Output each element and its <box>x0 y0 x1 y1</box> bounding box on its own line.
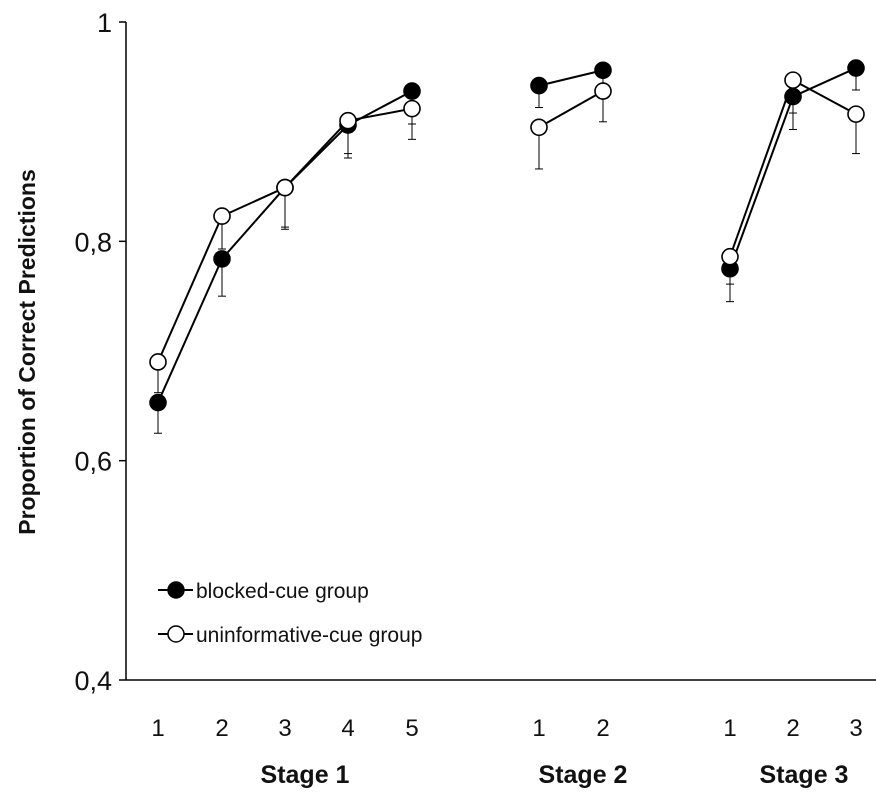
x-tick-label: 3 <box>278 715 291 742</box>
stage-label: Stage 2 <box>539 761 628 789</box>
x-tick-label: 5 <box>405 715 418 742</box>
x-tick-label: 2 <box>786 715 799 742</box>
legend-label-blocked: blocked-cue group <box>196 580 369 603</box>
x-tick-label: 3 <box>849 715 862 742</box>
series-segment-uninformative <box>157 215 223 363</box>
series-segment-blocked <box>729 96 794 270</box>
series-lines <box>157 67 857 403</box>
data-point-uninformative <box>276 178 294 197</box>
series-segment-uninformative <box>284 120 349 189</box>
stage-label: Stage 3 <box>760 761 849 789</box>
x-tick-label: 2 <box>596 715 609 742</box>
data-point-uninformative <box>213 207 231 225</box>
data-point-uninformative <box>530 118 548 137</box>
data-point-blocked <box>403 82 421 100</box>
y-tick-label: 0,6 <box>74 447 112 477</box>
data-point-blocked <box>784 87 802 106</box>
data-point-blocked <box>847 59 865 77</box>
legend-label-uninformative: uninformative-cue group <box>196 624 422 647</box>
x-tick-label: 1 <box>723 715 736 742</box>
series-segment-blocked <box>221 186 286 260</box>
y-tick-label: 0,4 <box>74 666 112 696</box>
y-tick-label: 1 <box>97 8 112 38</box>
data-point-uninformative <box>149 353 167 371</box>
data-point-blocked <box>594 61 612 80</box>
data-point-blocked <box>530 76 548 95</box>
x-tick-label: 2 <box>215 715 228 742</box>
data-point-uninformative <box>594 82 612 100</box>
data-point-uninformative <box>721 247 739 266</box>
data-point-uninformative <box>403 99 421 118</box>
y-axis-ticks: 0,4 0,6 0,8 1 <box>74 8 126 696</box>
series-segment-blocked <box>347 90 413 126</box>
x-tick-label: 4 <box>341 715 354 742</box>
series-segment-uninformative <box>729 79 794 258</box>
x-tick-label: 1 <box>151 715 164 742</box>
legend: blocked-cue group uninformative-cue grou… <box>158 580 422 647</box>
series-segment-uninformative <box>538 90 604 129</box>
x-tick-label: 1 <box>532 715 545 742</box>
axes <box>125 22 876 681</box>
y-tick-label: 0,8 <box>74 227 112 257</box>
series-segment-blocked <box>792 67 857 98</box>
series-segment-uninformative <box>347 107 413 122</box>
legend-marker-uninformative <box>167 625 185 643</box>
data-point-uninformative <box>339 111 357 130</box>
data-point-blocked <box>213 250 231 268</box>
y-axis-title: Proportion of Correct Predictions <box>14 169 40 534</box>
error-bars <box>154 68 860 434</box>
series-segment-blocked <box>538 69 604 87</box>
stage-labels: Stage 1 Stage 2 Stage 3 <box>261 761 849 789</box>
series-markers <box>149 59 865 412</box>
series-segment-blocked <box>157 258 223 403</box>
x-axis-ticks: 1 2 3 4 5 1 2 1 2 3 <box>151 715 862 742</box>
data-point-uninformative <box>847 105 865 123</box>
legend-marker-blocked <box>167 581 185 599</box>
series-segment-uninformative <box>221 186 286 218</box>
data-point-uninformative <box>784 71 802 89</box>
data-point-blocked <box>149 393 167 412</box>
stage-label: Stage 1 <box>261 761 350 789</box>
series-segment-uninformative <box>792 79 857 116</box>
